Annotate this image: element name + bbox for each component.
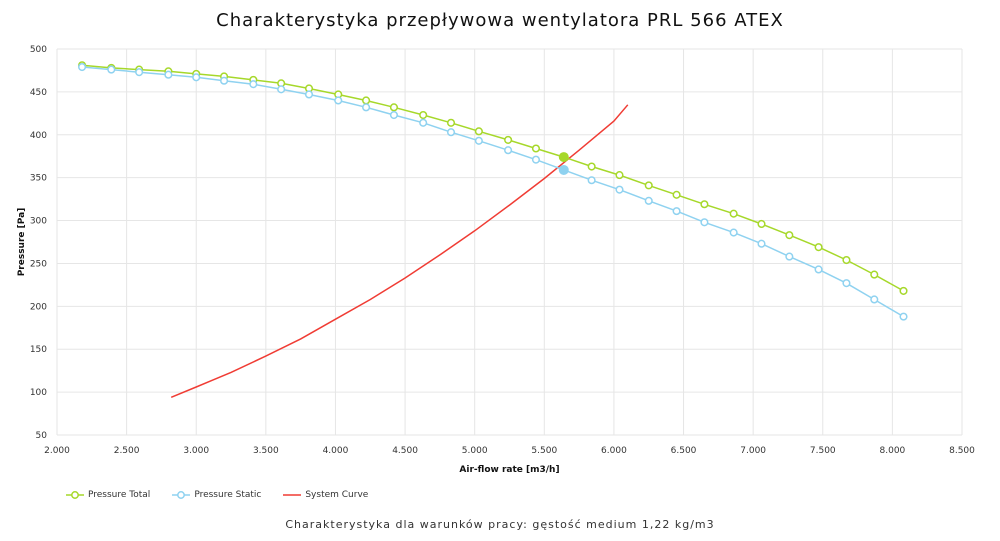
pressure-total-point[interactable] — [389, 103, 398, 112]
x-tick-labels: 2.000 2.500 3.000 3.500 4.000 4.500 5.000 5.500… — [44, 446, 975, 456]
pressure-total-point[interactable] — [729, 209, 738, 218]
y-axis-label: Pressure [Pa] — [17, 208, 27, 277]
legend-label-system-curve: System Curve — [305, 490, 369, 500]
series-system-curve — [170, 104, 629, 398]
x-tick-label: 8.000 — [880, 446, 906, 456]
x-tick-label: 6.000 — [601, 446, 627, 456]
pressure-total-point[interactable] — [672, 190, 681, 199]
pressure-total-point[interactable] — [644, 181, 653, 190]
pressure-static-point[interactable] — [644, 196, 653, 205]
pressure-total-point[interactable] — [757, 219, 766, 229]
legend-label-pressure-static: Pressure Static — [194, 490, 262, 500]
x-tick-label: 2.500 — [114, 446, 140, 456]
pressure-total-point[interactable] — [615, 171, 624, 180]
pressure-static-point[interactable] — [474, 136, 483, 145]
y-tick-label: 250 — [30, 259, 47, 269]
pressure-static-swatch-icon — [172, 491, 191, 499]
pressure-static-line — [82, 66, 904, 318]
pressure-total-point[interactable] — [587, 162, 596, 171]
y-tick-label: 50 — [36, 431, 48, 441]
pressure-static-point[interactable] — [531, 155, 541, 164]
pressure-static-point[interactable] — [504, 146, 513, 155]
x-tick-label: 5.000 — [462, 446, 488, 456]
series-pressure-static — [78, 62, 908, 321]
pressure-static-point[interactable] — [192, 73, 201, 82]
pressure-static-point[interactable] — [899, 312, 908, 321]
pressure-static-point[interactable] — [220, 76, 229, 85]
pressure-total-point[interactable] — [531, 144, 541, 153]
pressure-static-point[interactable] — [389, 110, 398, 120]
y-tick-label: 500 — [30, 45, 47, 55]
pressure-total-point[interactable] — [474, 127, 483, 136]
legend-item-system-curve[interactable]: System Curve — [283, 489, 368, 501]
legend-label-pressure-total: Pressure Total — [88, 490, 151, 500]
x-tick-label: 7.500 — [810, 446, 836, 456]
pressure-static-point[interactable] — [700, 218, 709, 227]
x-axis-label: Air-flow rate [m3/h] — [459, 465, 559, 475]
pressure-static-point[interactable] — [304, 90, 314, 99]
y-tick-label: 200 — [30, 302, 47, 312]
pressure-total-swatch-icon — [66, 491, 84, 499]
pressure-static-point[interactable] — [729, 228, 738, 237]
pressure-static-point[interactable] — [334, 96, 343, 105]
pressure-static-point[interactable] — [615, 185, 624, 194]
grid-lines — [56, 48, 963, 436]
y-tick-label: 350 — [30, 174, 47, 184]
pressure-total-point[interactable] — [419, 110, 428, 120]
pressure-static-point[interactable] — [814, 265, 823, 274]
x-tick-label: 5.500 — [531, 446, 557, 456]
pressure-static-point[interactable] — [785, 252, 794, 261]
x-tick-label: 3.000 — [183, 446, 209, 456]
x-tick-label: 4.000 — [323, 446, 349, 456]
x-tick-label: 8.500 — [949, 446, 975, 456]
pressure-static-point[interactable] — [672, 207, 681, 216]
pressure-static-point[interactable] — [419, 118, 428, 127]
pressure-static-point[interactable] — [277, 85, 286, 94]
x-tick-label: 4.500 — [392, 446, 418, 456]
series-layer — [78, 61, 908, 398]
x-tick-label: 3.500 — [253, 446, 279, 456]
legend-item-pressure-total[interactable]: Pressure Total — [66, 489, 150, 501]
y-tick-label: 100 — [30, 388, 47, 398]
pressure-static-point[interactable] — [362, 103, 371, 112]
pressure-static-point[interactable] — [446, 128, 456, 137]
pressure-static-point[interactable] — [757, 239, 766, 248]
legend: Pressure Total Pressure Static System Cu… — [66, 489, 368, 501]
pressure-total-point[interactable] — [814, 243, 823, 252]
pressure-total-point[interactable] — [785, 231, 794, 240]
y-tick-label: 450 — [30, 88, 47, 98]
legend-item-pressure-static[interactable]: Pressure Static — [172, 489, 261, 501]
pressure-static-point[interactable] — [78, 62, 87, 72]
chart-caption: Charakterystyka dla warunków pracy: gęst… — [285, 518, 715, 531]
pressure-static-point[interactable] — [135, 68, 144, 77]
pressure-total-point[interactable] — [870, 270, 879, 279]
operating-point-pressure-total[interactable] — [558, 152, 569, 163]
pressure-total-point[interactable] — [504, 135, 513, 144]
pressure-static-point[interactable] — [587, 176, 596, 185]
pressure-static-point[interactable] — [164, 70, 173, 79]
y-tick-label: 150 — [30, 345, 47, 355]
pressure-total-point[interactable] — [446, 118, 456, 127]
pressure-static-point[interactable] — [870, 295, 879, 304]
pressure-total-point[interactable] — [362, 96, 371, 105]
system-curve-swatch-icon — [283, 494, 302, 496]
pressure-total-point[interactable] — [899, 286, 908, 295]
x-tick-label: 7.000 — [740, 446, 766, 456]
x-tick-label: 6.500 — [671, 446, 697, 456]
y-tick-label: 300 — [30, 217, 47, 227]
x-tick-label: 2.000 — [44, 446, 70, 456]
pressure-total-line — [82, 64, 904, 292]
pressure-total-point[interactable] — [700, 200, 709, 209]
operating-point-pressure-static[interactable] — [558, 164, 569, 175]
pressure-total-point[interactable] — [842, 255, 851, 265]
pressure-static-point[interactable] — [842, 279, 851, 288]
pressure-static-point[interactable] — [249, 80, 258, 89]
system-curve-line — [170, 104, 629, 398]
y-tick-label: 400 — [30, 131, 47, 141]
chart-title: Charakterystyka przepływowa wentylatora … — [216, 10, 784, 31]
pressure-static-point[interactable] — [107, 65, 116, 74]
y-tick-labels: 50 100 150 200 250 300 350 400 450 500 — [30, 45, 47, 441]
